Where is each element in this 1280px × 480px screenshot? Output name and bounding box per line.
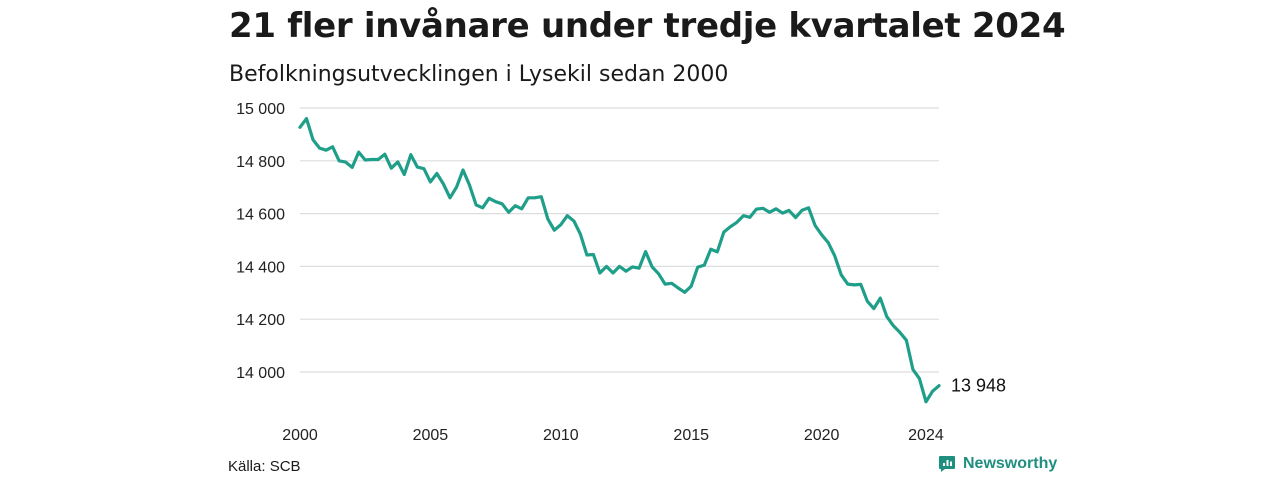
y-tick-label: 14 200 bbox=[236, 312, 285, 329]
x-tick-label: 2005 bbox=[413, 427, 449, 444]
x-tick-label: 2015 bbox=[673, 427, 709, 444]
y-tick-label: 14 600 bbox=[236, 207, 285, 224]
end-value-label: 13 948 bbox=[951, 376, 1006, 396]
y-tick-label: 14 000 bbox=[236, 365, 285, 382]
chart-subtitle: Befolkningsutvecklingen i Lysekil sedan … bbox=[229, 62, 729, 87]
x-tick-label: 2000 bbox=[282, 427, 318, 444]
brand-name: Newsworthy bbox=[963, 455, 1058, 472]
x-tick-label: 2024 bbox=[908, 427, 944, 444]
x-tick-label: 2010 bbox=[543, 427, 579, 444]
source-note: Källa: SCB bbox=[228, 458, 301, 475]
x-tick-label: 2020 bbox=[804, 427, 840, 444]
y-tick-label: 14 800 bbox=[236, 154, 285, 171]
y-tick-label: 14 400 bbox=[236, 259, 285, 276]
newsworthy-logo: Newsworthy bbox=[938, 455, 1057, 473]
series-line bbox=[298, 117, 941, 404]
newsworthy-logo-icon bbox=[939, 456, 955, 472]
chart-title: 21 fler invånare under tredje kvartalet … bbox=[229, 6, 1066, 46]
y-tick-label: 15 000 bbox=[236, 101, 285, 118]
